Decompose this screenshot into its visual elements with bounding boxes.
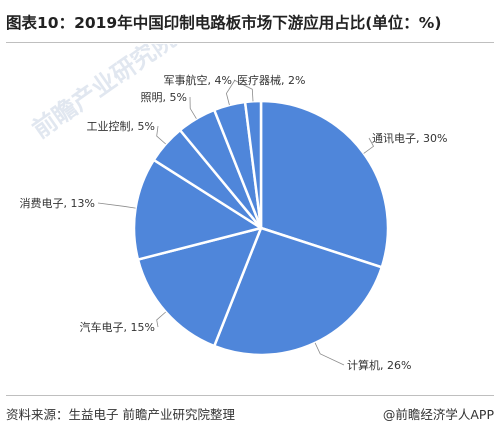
slice-label: 消费电子, 13% bbox=[20, 196, 95, 210]
leader-line bbox=[189, 96, 197, 119]
chart-area: 前瞻产业研究院 前瞻产业研究院 通讯电子, 30%计算机, 26%汽车电子, 1… bbox=[0, 25, 500, 394]
pie-slice bbox=[136, 226, 263, 348]
leader-line bbox=[156, 125, 166, 145]
leader-line bbox=[363, 137, 375, 154]
footer-divider bbox=[6, 395, 494, 396]
slice-label: 计算机, 26% bbox=[347, 358, 411, 372]
slice-label: 通讯电子, 30% bbox=[372, 132, 447, 145]
leader-line bbox=[97, 202, 136, 209]
slice-label: 照明, 5% bbox=[141, 91, 187, 104]
slice-label: 军事航空, 4% bbox=[164, 73, 232, 87]
slice-label: 工业控制, 5% bbox=[87, 119, 155, 133]
leader-line bbox=[225, 79, 236, 106]
leader-line bbox=[314, 342, 345, 366]
pie-labels: 通讯电子, 30% 计算机, 26% 汽车电子, 15% 消费电子, 13% 工业控制,… bbox=[20, 73, 448, 372]
title-divider bbox=[6, 42, 494, 43]
slice-label: 汽车电子, 15% bbox=[80, 320, 155, 334]
chart-title: 图表10：2019年中国印制电路板市场下游应用占比(单位：%) bbox=[6, 14, 442, 32]
slice-label: 医疗器械, 2% bbox=[237, 73, 305, 87]
pie-leader-lines bbox=[97, 79, 375, 366]
leader-line bbox=[156, 311, 166, 328]
pie-slice bbox=[213, 226, 384, 357]
pie-slices bbox=[132, 99, 390, 357]
credit-note: @前瞻经济学人APP bbox=[382, 407, 494, 422]
source-note: 资料来源：生益电子 前瞻产业研究院整理 bbox=[6, 407, 235, 422]
leader-line bbox=[233, 79, 254, 102]
pie-chart: 前瞻产业研究院 前瞻产业研究院 通讯电子, 30%计算机, 26%汽车电子, 1… bbox=[20, 25, 448, 372]
footer: 资料来源：生益电子 前瞻产业研究院整理 @前瞻经济学人APP bbox=[6, 398, 494, 428]
